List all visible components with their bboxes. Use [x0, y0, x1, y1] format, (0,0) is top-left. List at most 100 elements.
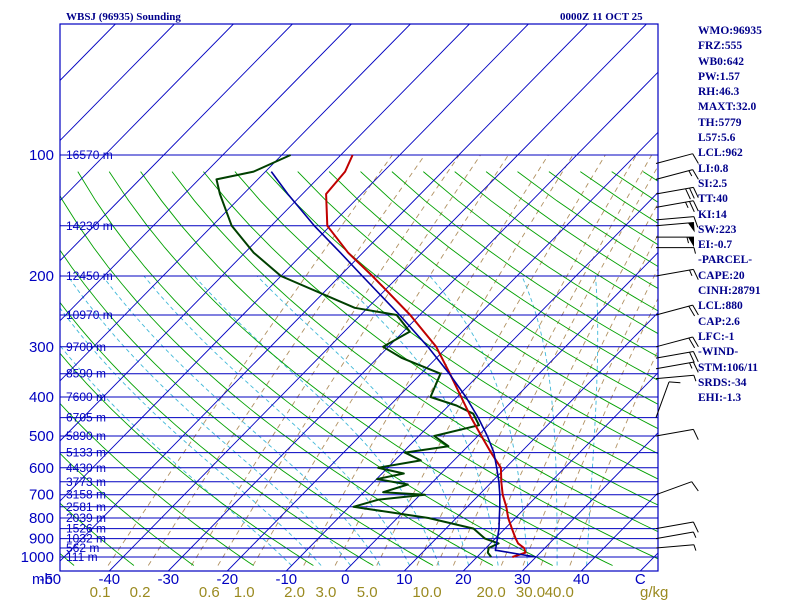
height-label: 16570 m [66, 148, 113, 162]
info-li: LI:0.8 [698, 162, 729, 175]
info-stm: STM:106/11 [698, 361, 759, 374]
background-lines [0, 24, 658, 571]
wind-barb-half [693, 247, 696, 254]
temperature-label: 40 [573, 571, 590, 588]
height-label: 8590 m [66, 367, 106, 381]
pressure-level-lines [60, 154, 658, 558]
wind-barb [655, 186, 699, 200]
wind-barb-staff [655, 304, 693, 316]
chart-title: WBSJ (96935) Sounding [66, 11, 181, 23]
wind-barb-half [688, 170, 693, 177]
temperature-label: -10 [275, 571, 297, 588]
info-ki: KI:14 [698, 208, 727, 221]
wind-barb [655, 222, 695, 233]
wind-barb-flag [688, 237, 694, 248]
isotherm-line [226, 131, 658, 571]
pressure-label: 600 [29, 460, 54, 477]
dry-adiabat [234, 171, 658, 480]
wind-barb [655, 481, 699, 496]
wind-barb-staff [655, 153, 693, 164]
mixing-ratio-line [436, 154, 653, 566]
dry-adiabat [203, 171, 658, 506]
wind-barb-staff [655, 481, 692, 496]
isotherm-line [403, 311, 658, 571]
pressure-label: 800 [29, 510, 54, 527]
wind-barb-full [668, 381, 681, 384]
temperature-label: -50 [39, 571, 61, 588]
isotherm-line [60, 24, 411, 382]
mixing-ratio-label: 2.0 [284, 584, 305, 600]
wind-barb-half [689, 269, 693, 277]
height-label: 4430 m [66, 461, 106, 475]
mixing-ratio-label: 0.1 [90, 584, 111, 600]
wind-barb-full [692, 336, 699, 348]
chart-time: 0000Z 11 OCT 25 [560, 11, 643, 23]
wind-barb [655, 374, 697, 382]
y-unit-label: mb [32, 571, 53, 588]
isotherm-line [60, 24, 234, 202]
height-label: 7600 m [66, 390, 106, 404]
wind-barb-full [689, 351, 695, 363]
wind-barb-full [692, 187, 699, 198]
temperature-label: -30 [157, 571, 179, 588]
info-cape: CAPE:20 [698, 269, 745, 282]
mixing-ratio-line [334, 154, 574, 566]
isotherm-line [60, 24, 175, 142]
dry-adiabat [328, 171, 658, 405]
mixing-ratio-line [190, 154, 460, 566]
wind-barb-full [692, 521, 699, 533]
info-cinh: CINH:28791 [698, 285, 761, 298]
wind-barb-full [692, 429, 699, 440]
mixing-ratio-line [376, 154, 606, 566]
dry-adiabat [391, 171, 658, 358]
wind-barb [655, 304, 699, 317]
mixing-ratio-label: 3.0 [315, 584, 336, 600]
isotherm-line [60, 24, 588, 562]
wind-barb-staff [655, 544, 694, 549]
isotherm-line [521, 432, 658, 571]
height-label: 2581 m [66, 500, 106, 514]
mixing-ratio-line [416, 154, 637, 566]
info-th: TH:5779 [698, 116, 742, 129]
wind-barb-half [692, 531, 697, 538]
wind-barb [655, 521, 699, 533]
moist-adiabat [143, 275, 411, 566]
height-label: 5133 m [66, 446, 106, 460]
wind-barb-staff [655, 336, 693, 348]
info-srds: SRDS:-34 [698, 376, 747, 389]
height-label: 3773 m [66, 475, 106, 489]
stability-index-panel: WMO:96935 FRZ:555 WB0:642 PW:1.57 RH:46.… [698, 24, 798, 406]
wind-barb [655, 351, 699, 363]
wind-barb [655, 428, 699, 440]
temperature-label: 10 [396, 571, 413, 588]
info-frz: FRZ:555 [698, 40, 743, 53]
moist-adiabat [60, 344, 292, 566]
wind-barb-staff [655, 169, 693, 180]
height-label: 5890 m [66, 429, 106, 443]
info-parcel-lcl: LCL:880 [698, 300, 743, 313]
wind-barb-full [688, 337, 696, 349]
wind-barb-full [692, 153, 699, 164]
mixing-ratio-label: 40.0 [545, 584, 574, 600]
wind-barb-half [685, 201, 689, 209]
mixing-ratio-unit: g/kg [640, 584, 668, 600]
dry-adiabat [360, 171, 658, 381]
wind-barb [655, 381, 681, 418]
isotherm-line [344, 251, 658, 571]
wind-barb-staff [655, 268, 694, 277]
height-label: 6705 m [66, 411, 106, 425]
info-maxt: MAXT:32.0 [698, 101, 757, 114]
isotherm-line [60, 24, 293, 262]
info-cap: CAP:2.6 [698, 315, 740, 328]
wind-barb [655, 200, 699, 213]
wind-barb [655, 531, 697, 540]
wind-barb-full [689, 187, 695, 199]
pressure-label: 100 [29, 147, 54, 164]
dry-adiabat [60, 249, 434, 566]
wind-barb [655, 544, 697, 551]
info-tt: TT:40 [698, 193, 728, 206]
isotherm-line [60, 24, 352, 322]
dry-adiabat [0, 172, 14, 566]
wind-barb-half [693, 544, 697, 551]
